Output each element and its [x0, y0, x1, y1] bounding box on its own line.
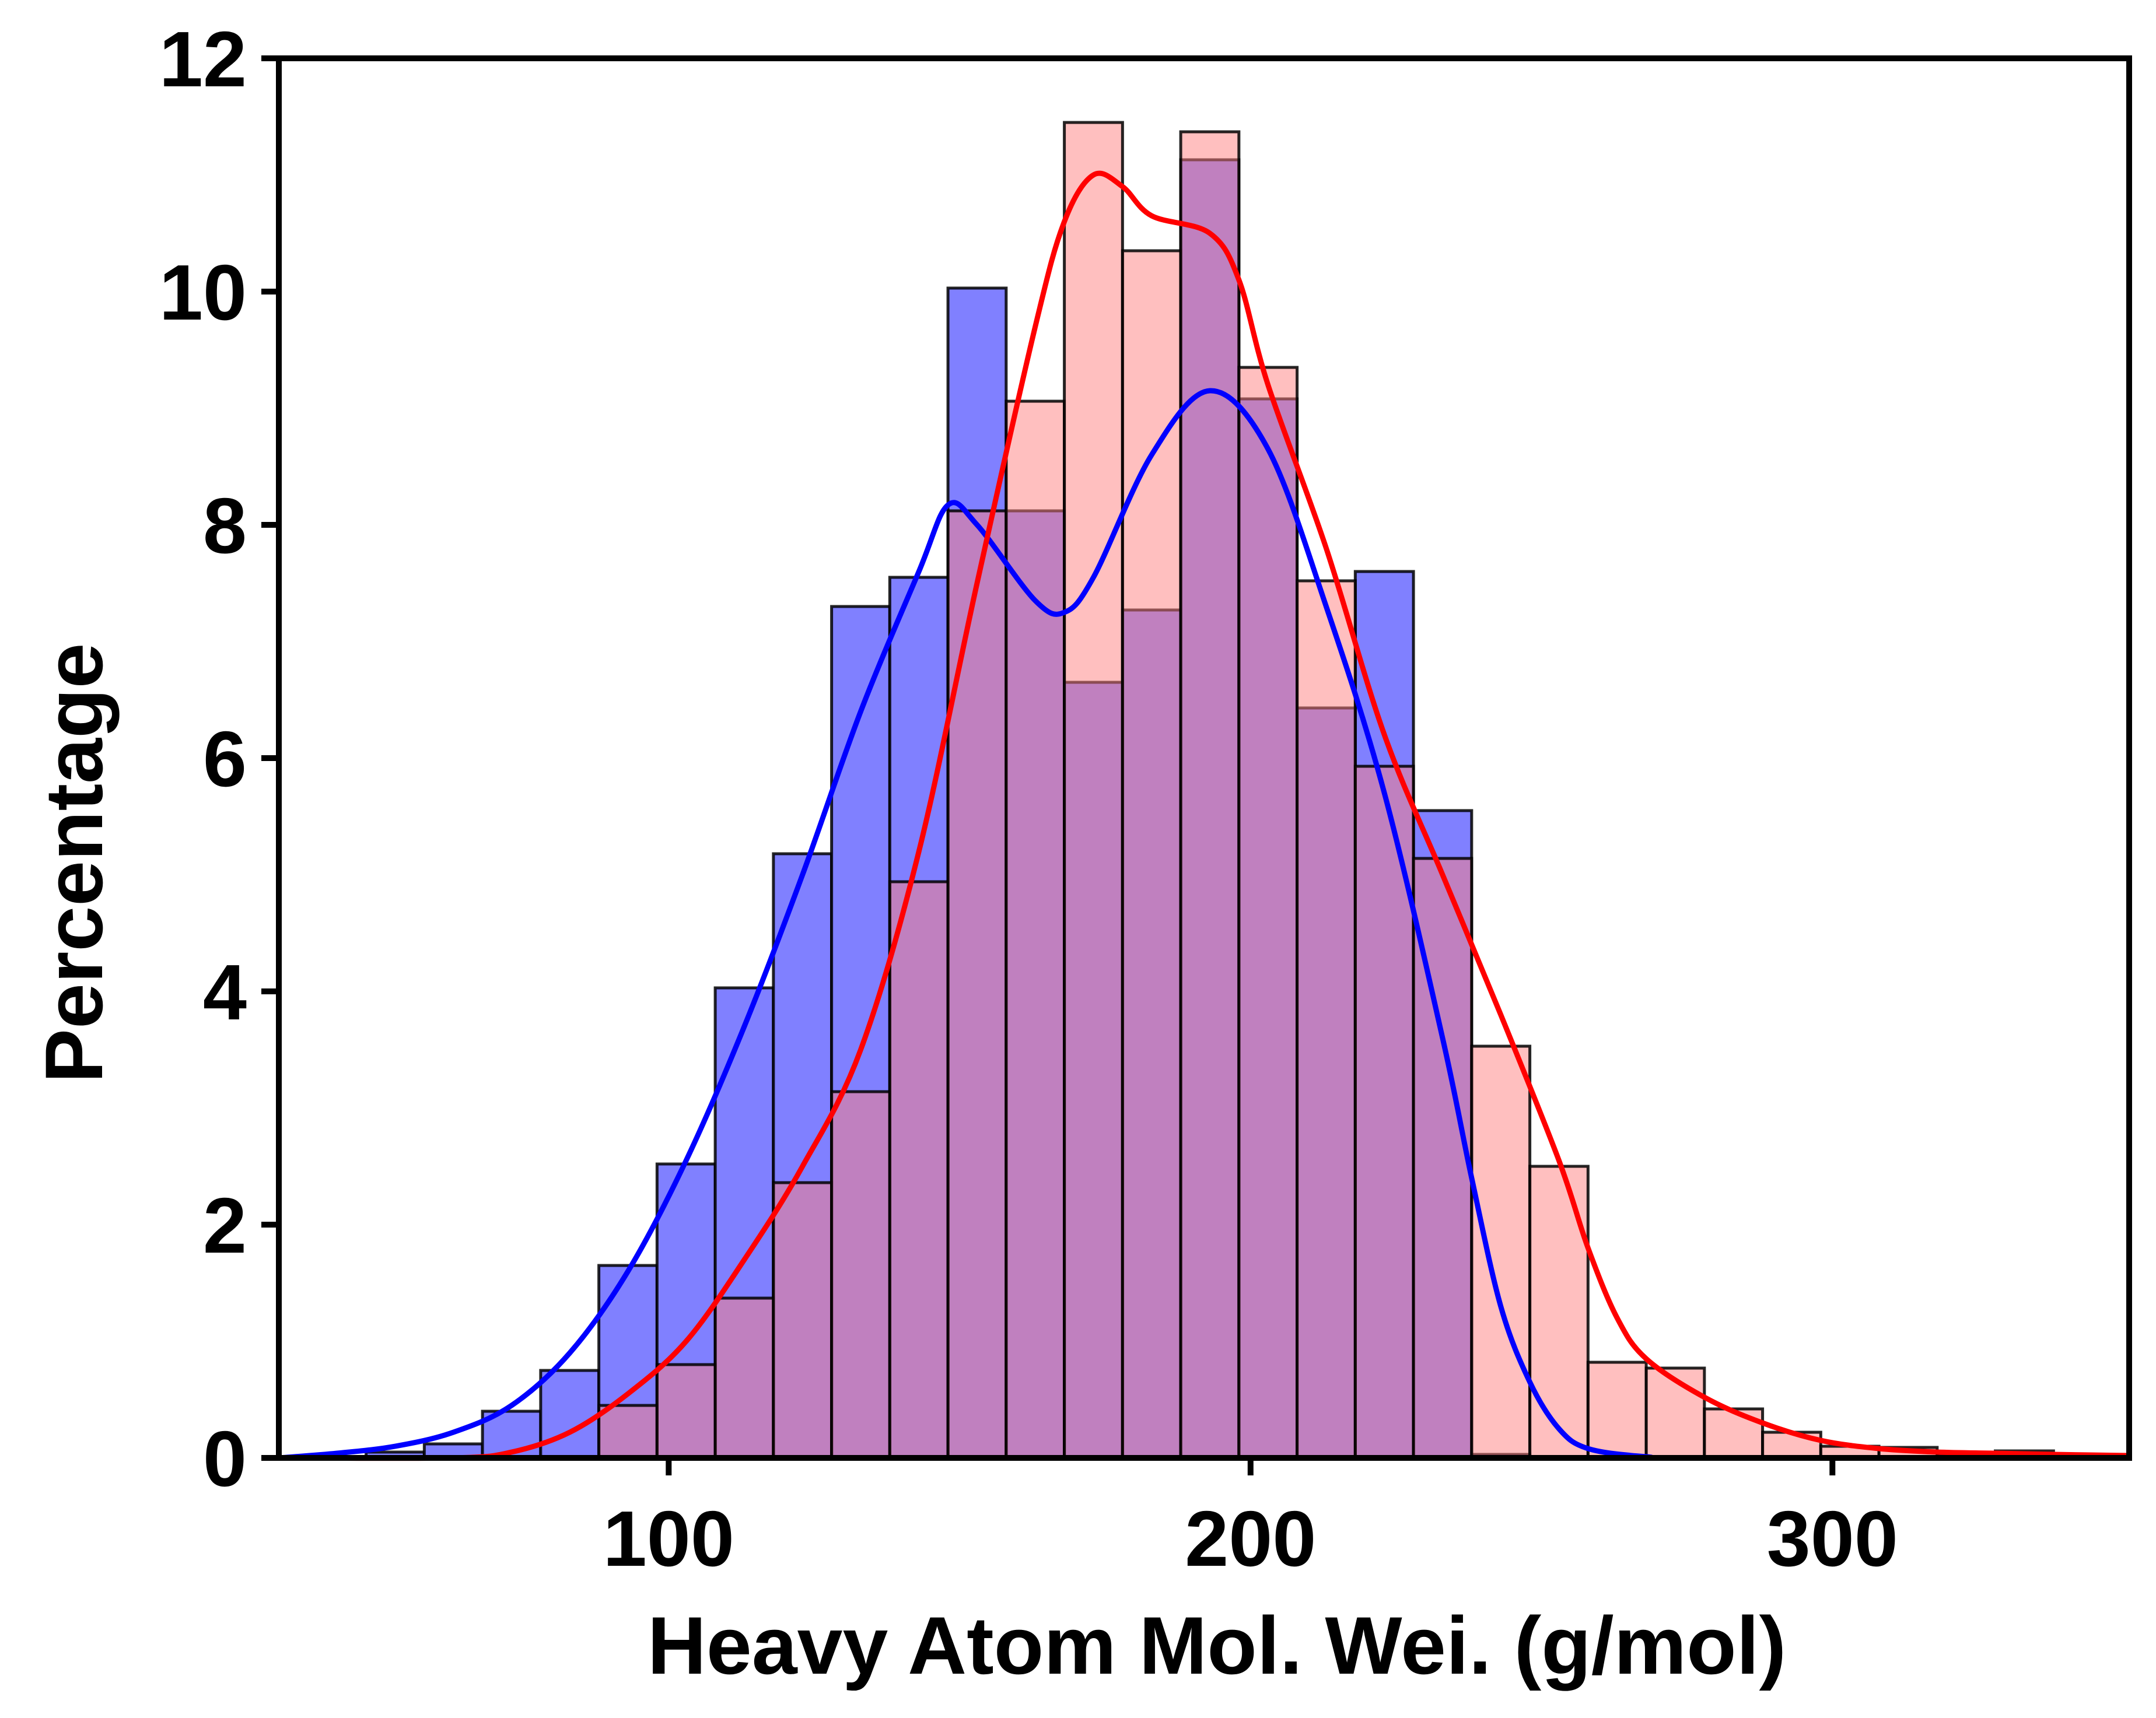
histogram-bar-series-2 [1296, 579, 1357, 1460]
histogram-bar-series-2 [1237, 366, 1299, 1460]
y-tick-label: 10 [159, 248, 247, 336]
y-tick-label: 12 [159, 15, 247, 103]
y-tick-label: 0 [203, 1415, 247, 1503]
histogram-bars [365, 121, 2055, 1460]
histogram-bar-series-2 [1121, 249, 1182, 1460]
histogram-bar-series-2 [1586, 1361, 1648, 1460]
kde-curves [278, 170, 2130, 1461]
histogram-bar-series-2 [888, 880, 950, 1460]
histogram-bar-series-2 [713, 1296, 775, 1460]
histogram-bar-series-2 [655, 1363, 717, 1460]
x-axis-title: Heavy Atom Mol. Wei. (g/mol) [648, 1600, 1786, 1691]
axes: 0 2 4 6 8 10 12 100 200 300 [159, 15, 2132, 1583]
kde-curve-series-2 [278, 170, 2130, 1461]
histogram-bar-series-1 [539, 1369, 601, 1460]
y-tick-label: 2 [203, 1181, 247, 1270]
x-tick-label: 200 [1185, 1495, 1316, 1583]
kde-curve-series-1 [278, 388, 2130, 1461]
y-tick-label: 6 [203, 715, 247, 803]
y-tick-label: 4 [203, 948, 247, 1036]
histogram-bar-series-2 [946, 509, 1008, 1460]
y-axis-title: Percentage [28, 643, 120, 1084]
x-tick-label: 100 [603, 1495, 734, 1583]
histogram-bar-series-2 [597, 1404, 659, 1460]
histogram-bar-series-2 [1528, 1165, 1590, 1460]
histogram-bar-series-2 [1353, 765, 1415, 1460]
histogram-bar-series-2 [1179, 130, 1241, 1460]
x-tick-label: 300 [1767, 1495, 1898, 1583]
histogram-bar-series-2 [830, 1090, 891, 1460]
histogram-bar-series-2 [772, 1181, 834, 1460]
histogram-bar-series-2 [1703, 1407, 1765, 1460]
histogram-bar-series-2 [1005, 399, 1066, 1460]
y-tick-label: 8 [203, 482, 247, 570]
histogram-bar-series-2 [1470, 1044, 1532, 1460]
histogram-bar-series-2 [1063, 121, 1124, 1460]
